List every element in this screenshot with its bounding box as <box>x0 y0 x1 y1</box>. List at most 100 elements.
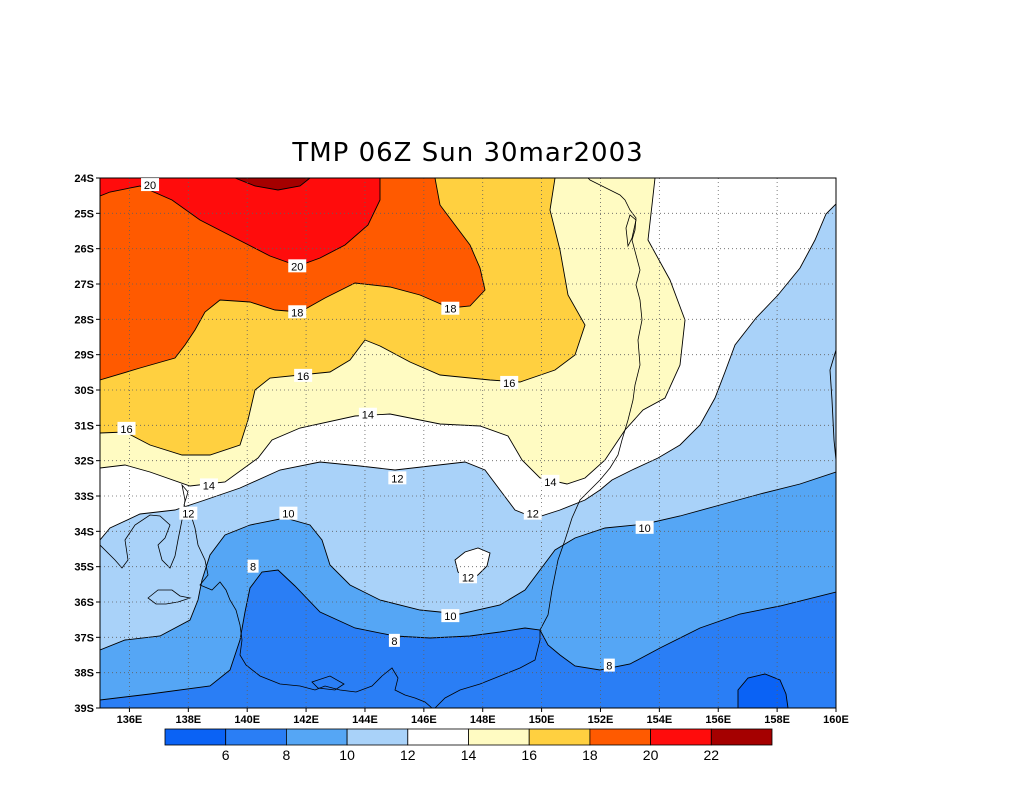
contour-label-bg <box>288 259 307 273</box>
contour-label: 16 <box>503 378 515 390</box>
colorbar-level-label: 18 <box>582 747 598 763</box>
lat-label: 38S <box>74 668 94 680</box>
contour-label: 12 <box>391 473 403 485</box>
colorbar-level-label: 16 <box>521 747 537 763</box>
map-frame <box>99 177 837 709</box>
colorbar-swatch <box>407 728 469 746</box>
lon-label: 160E <box>823 714 849 726</box>
colorbar-swatch <box>710 728 773 746</box>
colorbar-swatch <box>164 728 227 746</box>
contour-label-bg <box>247 559 259 573</box>
contour-label-bg <box>199 478 218 492</box>
lon-label: 158E <box>764 714 790 726</box>
colorbar-level-label: 12 <box>400 747 416 763</box>
contour-label-bg <box>459 570 477 584</box>
contour-label: 12 <box>182 509 194 521</box>
colorbar: 6 8 10 12 14 16 18 20 22 <box>164 728 773 763</box>
lat-label: 27S <box>74 279 94 291</box>
contour-label-bg <box>288 305 307 319</box>
band-6-8 <box>100 570 836 708</box>
lon-label: 156E <box>705 714 731 726</box>
contour-label-bg <box>141 178 160 192</box>
lat-label: 34S <box>74 526 94 538</box>
lon-label: 140E <box>234 714 260 726</box>
colorbar-level-label: 22 <box>704 747 720 763</box>
lon-label: 138E <box>175 714 201 726</box>
contour-label-bg <box>388 471 407 485</box>
colorbar-swatch <box>225 728 287 746</box>
colorbar-swatch <box>346 728 409 746</box>
band-lt6 <box>738 674 788 708</box>
lat-label: 35S <box>74 562 94 574</box>
contour-label-bg <box>441 301 460 315</box>
contour-label-bg <box>441 609 460 623</box>
lat-label: 29S <box>74 350 94 362</box>
lat-label: 39S <box>74 703 94 715</box>
contour-label: 16 <box>297 371 309 383</box>
contour-label-bg <box>500 375 519 389</box>
contour-label: 8 <box>391 636 397 648</box>
lat-label: 30S <box>74 385 94 397</box>
contour-label: 14 <box>203 480 215 492</box>
longitude-labels: 136E 138E 140E 142E 144E 146E 148E 150E 152E 154E… <box>117 714 849 726</box>
lat-label: 32S <box>74 456 94 468</box>
contour-label-bg <box>294 368 313 382</box>
contour-label-bg <box>388 633 400 647</box>
contour-label-bg <box>179 506 198 520</box>
lon-label: 148E <box>470 714 496 726</box>
map-title: TMP 06Z Sun 30mar2003 <box>292 138 644 168</box>
contour-label-bg <box>358 407 377 421</box>
band-20-22 <box>100 178 380 266</box>
axis-ticks <box>96 177 837 712</box>
contour-label: 18 <box>444 304 456 316</box>
lat-label: 31S <box>74 420 94 432</box>
contour-label: 14 <box>544 477 556 489</box>
colorbar-swatch <box>589 728 652 746</box>
lat-label: 36S <box>74 597 94 609</box>
filled-contours <box>100 178 836 708</box>
contour-label: 14 <box>362 410 374 422</box>
colorbar-swatch <box>528 728 591 746</box>
colorbar-level-label: 20 <box>643 747 659 763</box>
contour-label: 8 <box>606 661 612 673</box>
contour-label: 8 <box>250 562 256 574</box>
contour-label: 12 <box>527 509 539 521</box>
contour-label-bg <box>523 506 542 520</box>
coastlines <box>100 178 643 708</box>
colorbar-level-label: 14 <box>461 747 477 763</box>
lon-label: 144E <box>352 714 378 726</box>
map-grid <box>100 178 836 708</box>
contour-label: 10 <box>282 509 294 521</box>
lon-label: 152E <box>588 714 614 726</box>
contour-label: 20 <box>144 180 156 192</box>
lat-label: 28S <box>74 314 94 326</box>
lat-label: 33S <box>74 491 94 503</box>
latitude-labels: 24S 25S 26S 27S 28S 29S 30S 31S 32S 33S 34S 35S 36S 3… <box>74 173 94 715</box>
lon-label: 136E <box>117 714 143 726</box>
lon-label: 142E <box>293 714 319 726</box>
lat-label: 37S <box>74 632 94 644</box>
colorbar-swatch <box>468 728 530 746</box>
contour-label: 16 <box>120 424 132 436</box>
contour-label-bg <box>117 421 136 435</box>
colorbar-swatch <box>650 728 712 746</box>
band-gt22 <box>235 178 310 190</box>
colorbar-level-label: 10 <box>339 747 355 763</box>
contour-label: 18 <box>291 307 303 319</box>
contour-label-bg <box>541 474 560 488</box>
colorbar-level-label: 6 <box>222 747 230 763</box>
lon-label: 146E <box>411 714 437 726</box>
band-18-20 <box>100 178 485 380</box>
lon-label: 150E <box>529 714 555 726</box>
colorbar-swatch <box>285 728 348 746</box>
contour-label: 20 <box>291 261 303 273</box>
lat-label: 25S <box>74 208 94 220</box>
contour-label-bg <box>279 506 298 520</box>
contour-label-bg <box>635 520 654 534</box>
lon-label: 154E <box>647 714 673 726</box>
contour-label-bg <box>603 658 615 672</box>
contour-lines <box>100 178 836 708</box>
colorbar-level-label: 8 <box>283 747 291 763</box>
lat-label: 24S <box>74 173 94 185</box>
